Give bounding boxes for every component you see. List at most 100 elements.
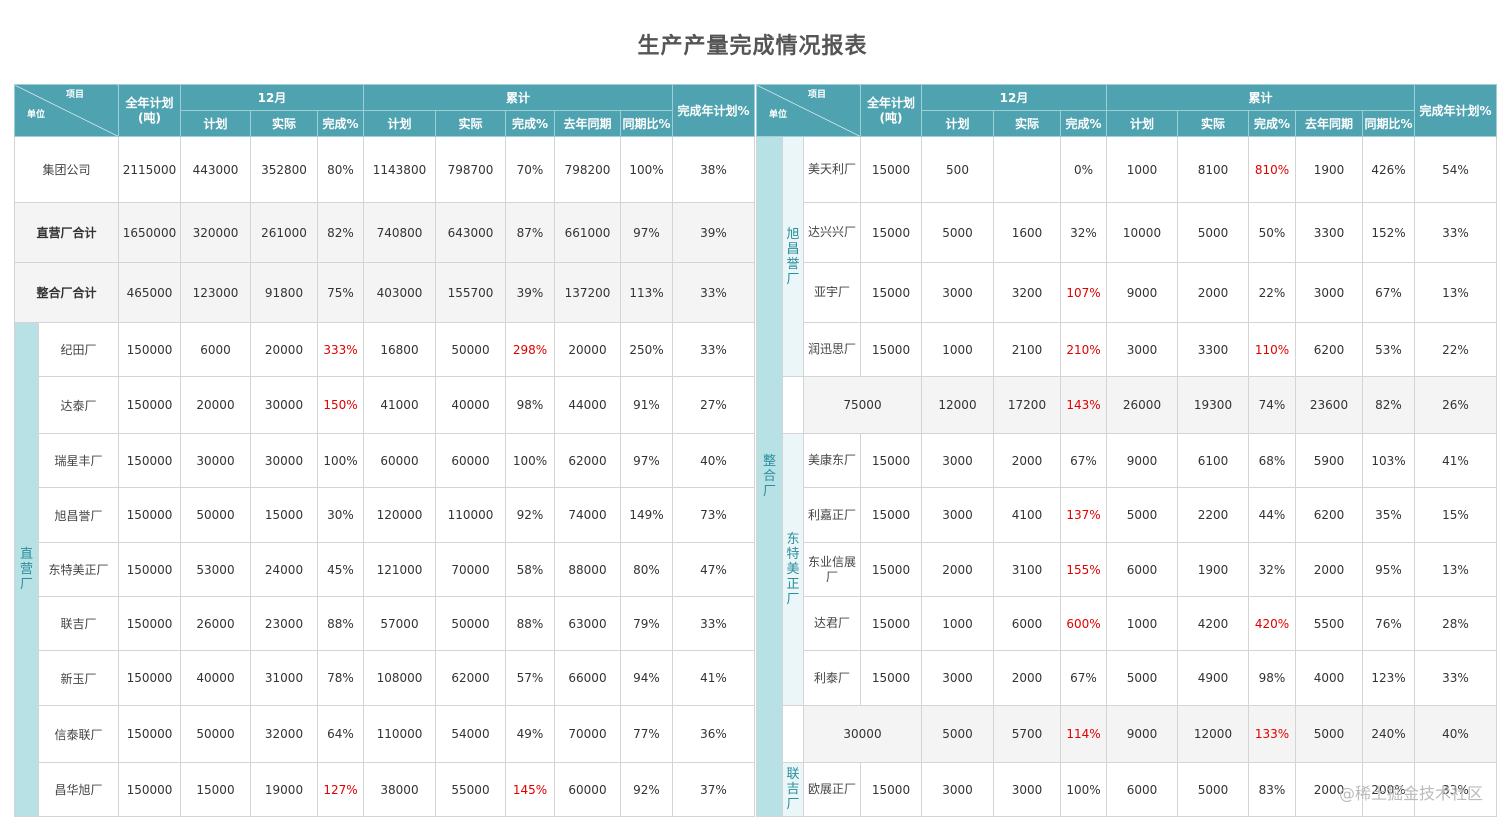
value-cell: 57000 <box>363 596 436 651</box>
value-cell: 100% <box>1060 762 1107 817</box>
value-cell: 54000 <box>435 705 506 763</box>
row-name: 新玉厂 <box>38 650 119 706</box>
col-cum-actual: 实际 <box>1177 110 1249 137</box>
value-cell: 50000 <box>180 705 251 763</box>
value-cell: 110000 <box>435 487 506 543</box>
value-cell: 114% <box>1060 705 1107 763</box>
value-cell: 41000 <box>363 376 436 434</box>
value-cell: 12000 <box>921 376 994 434</box>
value-cell: 3000 <box>921 433 994 488</box>
value-cell: 91800 <box>250 262 318 323</box>
value-cell: 44% <box>1248 487 1296 543</box>
value-cell: 70000 <box>435 542 506 597</box>
value-cell: 8100 <box>1177 136 1249 203</box>
group-label: 整合厂 <box>756 136 783 817</box>
value-cell: 1143800 <box>363 136 436 203</box>
value-cell: 3000 <box>1106 322 1178 377</box>
value-cell: 3200 <box>993 262 1061 323</box>
col-cum-rate: 完成% <box>505 110 555 137</box>
value-cell: 33% <box>672 596 755 651</box>
value-cell: 33% <box>1414 762 1497 817</box>
dec-header-right: 12月 <box>921 84 1107 111</box>
value-cell: 155700 <box>435 262 506 323</box>
value-cell: 5700 <box>993 705 1061 763</box>
value-cell: 88% <box>505 596 555 651</box>
col-last-year: 去年同期 <box>1295 110 1363 137</box>
row-name: 纪田厂 <box>38 322 119 377</box>
value-cell: 40000 <box>180 650 251 706</box>
value-cell: 5000 <box>921 705 994 763</box>
value-cell: 10000 <box>1106 202 1178 263</box>
value-cell: 32000 <box>250 705 318 763</box>
value-cell: 2200 <box>1177 487 1249 543</box>
annual-plan-header-right: 全年计划(吨) <box>860 84 922 137</box>
col-rate: 完成% <box>1060 110 1107 137</box>
row-name: 利泰厂 <box>803 650 861 706</box>
col-actual: 实际 <box>993 110 1061 137</box>
col-cum-plan: 计划 <box>363 110 436 137</box>
col-yoy: 同期比% <box>1362 110 1415 137</box>
value-cell: 60000 <box>363 433 436 488</box>
value-cell: 39% <box>672 202 755 263</box>
col-cum-plan: 计划 <box>1106 110 1178 137</box>
value-cell: 23600 <box>1295 376 1363 434</box>
value-cell: 100% <box>317 433 364 488</box>
table-row: 东特美正厂美康东厂 15000 3000 2000 67% 9000 6100 68% 5900… <box>757 433 1497 706</box>
value-cell: 9000 <box>1106 705 1178 763</box>
value-cell: 76% <box>1362 596 1415 651</box>
value-cell: 333% <box>317 322 364 377</box>
value-cell: 30000 <box>250 376 318 434</box>
value-cell: 55000 <box>435 762 506 817</box>
value-cell: 15000 <box>860 136 922 203</box>
corner-header-right: 项目 单位 <box>756 84 861 137</box>
col-rate: 完成% <box>317 110 364 137</box>
dec-header: 12月 <box>180 84 364 111</box>
row-name: 欧展正厂 <box>803 762 861 817</box>
row-name: 直营厂合计 <box>14 202 119 263</box>
value-cell: 1900 <box>1177 542 1249 597</box>
value-cell: 66000 <box>554 650 621 706</box>
table-row: 润迅思厂 15000 1000 2100 210% 3000 3300 110% 6200 53%… <box>757 322 1497 377</box>
value-cell: 44000 <box>554 376 621 434</box>
value-cell: 9000 <box>1106 262 1178 323</box>
value-cell: 70000 <box>554 705 621 763</box>
subtotal-spacer <box>782 376 804 434</box>
value-cell: 80% <box>620 542 673 597</box>
subtotal-row: 75000 12000 17200 143% 26000 19300 74% 23600 82%… <box>757 376 1497 434</box>
value-cell: 15000 <box>860 202 922 263</box>
value-cell: 3100 <box>993 542 1061 597</box>
value-cell: 22% <box>1414 322 1497 377</box>
value-cell: 110% <box>1248 322 1296 377</box>
value-cell: 37% <box>672 762 755 817</box>
table-row: 整合厂旭昌誉厂美天利厂 15000 500 0% 1000 8100 810% 1900 426… <box>756 136 1497 817</box>
value-cell: 47% <box>672 542 755 597</box>
value-cell: 6000 <box>180 322 251 377</box>
value-cell: 150000 <box>118 487 181 543</box>
value-cell: 3000 <box>921 762 994 817</box>
subtotal-row: 30000 5000 5700 114% 9000 12000 133% 5000 240% 40… <box>757 705 1497 763</box>
value-cell: 32% <box>1060 202 1107 263</box>
value-cell: 150% <box>317 376 364 434</box>
value-cell: 87% <box>505 202 555 263</box>
value-cell: 98% <box>1248 650 1296 706</box>
value-cell: 155% <box>1060 542 1107 597</box>
value-cell: 40000 <box>435 376 506 434</box>
value-cell: 103% <box>1362 433 1415 488</box>
row-name: 整合厂合计 <box>14 262 119 323</box>
value-cell: 30000 <box>803 705 922 763</box>
row-name: 达兴兴厂 <box>803 202 861 263</box>
value-cell: 92% <box>620 762 673 817</box>
value-cell: 31000 <box>250 650 318 706</box>
value-cell: 15000 <box>180 762 251 817</box>
value-cell: 50000 <box>180 487 251 543</box>
value-cell: 150000 <box>118 376 181 434</box>
table-row: 旭昌誉厂 150000 50000 15000 30% 120000 110000 92% 74… <box>15 487 755 543</box>
table-row: 利泰厂 15000 3000 2000 67% 5000 4900 98% 4000 123% 33… <box>757 650 1497 706</box>
col-actual: 实际 <box>250 110 318 137</box>
value-cell: 150000 <box>118 596 181 651</box>
col-last-year: 去年同期 <box>554 110 621 137</box>
value-cell: 4100 <box>993 487 1061 543</box>
col-plan: 计划 <box>180 110 251 137</box>
value-cell: 5000 <box>1295 705 1363 763</box>
value-cell: 77% <box>620 705 673 763</box>
